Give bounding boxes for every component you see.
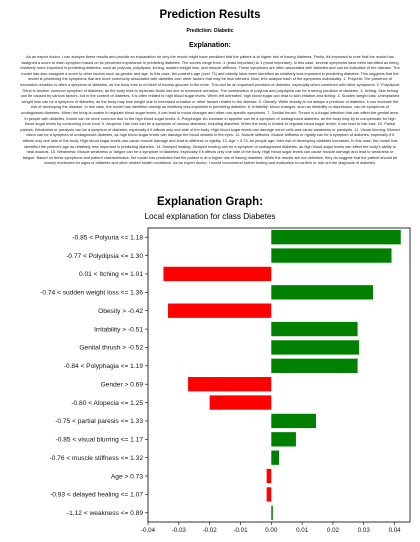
bar-1 [271,248,392,263]
prediction-line: Prediction: Diabetic [186,28,234,34]
bar-3 [271,285,374,300]
xtick-label: 0.03 [358,527,371,534]
ytick-label: -0.75 < partial paresis <= 1.33 [55,418,143,425]
bar-5 [271,321,358,337]
ytick-label: 0.01 < Itching <= 1.01 [79,271,143,278]
ytick-label: Gender > 0.69 [101,381,144,388]
ytick-label: -0.85 < Polyuria <= 1.18 [72,234,143,241]
chart-title: Local explanation for class Diabetes [144,212,276,221]
bar-14 [266,487,272,502]
bar-7 [271,358,358,373]
ytick-label: -0.85 < visual blurring <= 1.17 [56,437,144,444]
ytick-label: -0.80 < Alopecia <= 1.25 [71,400,143,407]
plot-frame [147,227,411,523]
bar-11 [271,432,296,447]
xtick-label: 0.01 [296,527,309,534]
ytick-label: -0.74 < sudden weight loss <= 1.36 [40,290,143,297]
bar-10 [271,413,316,429]
ytick-label: Irritability > -0.51 [94,326,143,333]
ytick-label: -0.77 < Polydipsia <= 1.30 [66,253,143,260]
xtick-label: -0.04 [141,527,156,534]
ytick-label: Genital thrush > -0.52 [79,345,143,352]
xtick-label: -0.03 [172,527,187,534]
bar-9 [209,395,272,410]
xtick-label: -0.01 [233,527,248,534]
bar-2 [163,266,272,282]
explanation-heading: Explanation: [188,42,231,49]
ytick-label: Age > 0.73 [111,473,143,480]
bar-8 [188,377,272,392]
xtick-label: 0.04 [389,527,402,534]
ytick-label: -0.93 < delayed healing <= 1.07 [50,492,143,499]
explanation-graph-heading: Explanation Graph: [156,196,264,208]
bar-13 [266,468,272,484]
xtick-label: -0.02 [203,527,218,534]
bar-0 [271,230,401,245]
explanation-paragraph: As an expert doctor, I can analyze these… [20,54,400,166]
ytick-label: -0.76 < muscle stiffness <= 1.32 [49,455,143,462]
bar-15 [271,505,273,520]
bar-6 [271,340,360,355]
bar-12 [271,450,279,465]
xtick-label: 0.02 [327,527,340,534]
ytick-label: Obesity > -0.42 [98,308,143,315]
ytick-label: -1.12 < weakness <= 0.89 [67,510,143,517]
xtick-label: 0.00 [265,527,278,534]
page-title: Prediction Results [159,9,261,21]
ytick-label: -0.84 < Polyphagia <= 1.19 [64,363,144,370]
bar-4 [168,303,272,318]
